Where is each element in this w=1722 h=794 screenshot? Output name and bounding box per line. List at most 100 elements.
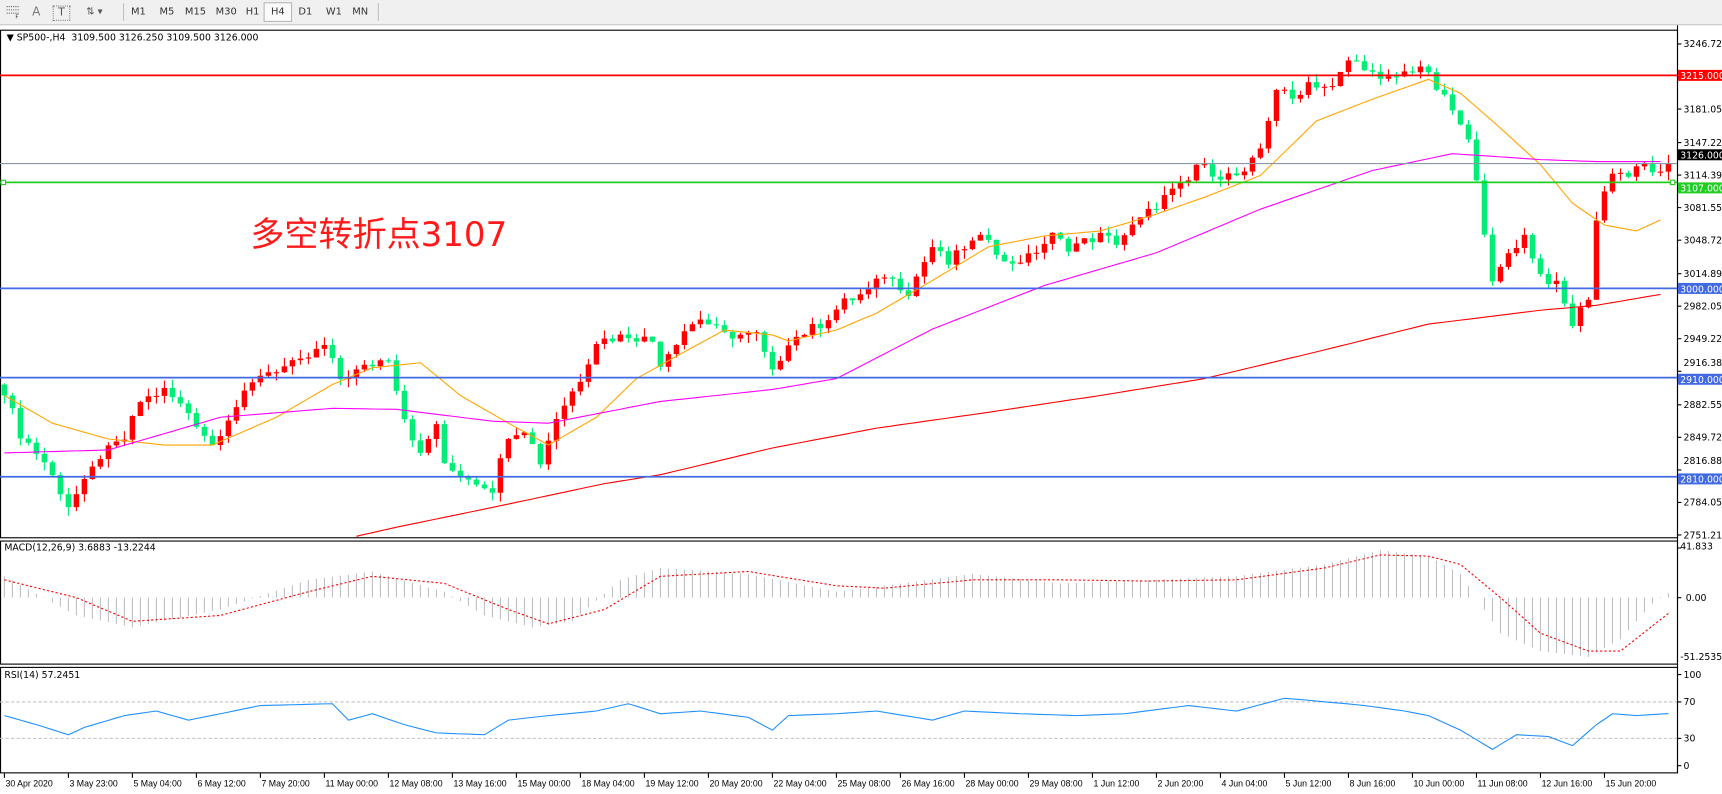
time-label: 29 May 08:00 [1030, 779, 1083, 789]
bull-candle [265, 372, 272, 376]
bull-candle [1593, 220, 1600, 300]
timeframe-h1-button[interactable]: H1 [245, 6, 260, 18]
bear-candle [1065, 238, 1072, 252]
price-tick-label: 3081.555 [1684, 203, 1722, 214]
bull-candle [585, 364, 592, 382]
bull-candle [1025, 253, 1032, 263]
time-label: 11 May 00:00 [326, 779, 379, 789]
bull-candle [1225, 173, 1232, 180]
bear-candle [625, 334, 632, 339]
bear-candle [1001, 254, 1008, 262]
time-label: 11 Jun 08:00 [1478, 779, 1528, 789]
rsi-tick-label: 0 [1684, 761, 1690, 772]
bear-candle [17, 408, 24, 439]
pivot-annotation: 多空转折点3107 [250, 215, 508, 255]
time-label: 19 May 12:00 [646, 779, 699, 789]
bull-candle [1305, 82, 1312, 95]
bull-candle [129, 415, 136, 440]
bull-candle [281, 366, 288, 373]
bear-candle [721, 325, 728, 332]
bear-candle [489, 488, 496, 493]
bear-candle [1433, 72, 1440, 90]
hline-price-label: 3215.000 [1680, 71, 1722, 82]
bear-candle [1217, 176, 1224, 180]
bull-candle [1497, 266, 1504, 282]
time-label: 18 May 04:00 [582, 779, 635, 789]
bear-candle [1481, 180, 1488, 235]
price-tick-label: 2982.055 [1684, 302, 1722, 313]
bear-candle [337, 357, 344, 380]
timeframe-d1-button[interactable]: D1 [298, 6, 313, 18]
bull-candle [233, 407, 240, 421]
bull-candle [1577, 307, 1584, 327]
timeframe-w1-button[interactable]: W1 [325, 6, 342, 18]
bull-candle [153, 395, 160, 397]
ohlc-values: 3109.500 3126.250 3109.500 3126.000 [71, 32, 259, 44]
chart-canvas[interactable]: 3246.725 3181.055 3147.225 3114.390 3081.555… [0, 25, 1722, 791]
toolbar-separator [122, 3, 125, 21]
bull-candle [841, 298, 848, 310]
bear-candle [329, 344, 336, 358]
bull-candle [569, 391, 576, 406]
bull-candle [1257, 148, 1264, 158]
bull-candle [1385, 76, 1392, 79]
ma-slow-line [356, 293, 1661, 537]
text-icon[interactable]: A [32, 4, 41, 19]
hline-label-bg [1678, 373, 1722, 385]
bull-candle [273, 372, 280, 374]
bear-candle [1009, 261, 1016, 264]
bear-candle [529, 432, 536, 445]
bull-candle [1665, 163, 1672, 172]
bull-candle [257, 375, 264, 383]
bear-candle [1289, 89, 1296, 99]
bull-candle [1121, 235, 1128, 245]
timeframe-m30-button[interactable]: M30 [215, 6, 237, 18]
hline-label-bg [1678, 69, 1722, 81]
bull-candle [825, 320, 832, 329]
timeframe-m5-button[interactable]: M5 [159, 6, 175, 18]
bear-candle [201, 426, 208, 436]
bull-candle [1241, 171, 1248, 176]
bear-candle [49, 462, 56, 476]
macd-tick-label: 41.833 [1680, 541, 1713, 552]
time-label: 10 Jun 00:00 [1414, 779, 1465, 789]
collapse-triangle-icon[interactable]: ▼ [6, 32, 14, 44]
bear-candle [713, 324, 720, 326]
timeframe-h4-button[interactable]: H4 [263, 2, 293, 22]
bull-candle [801, 334, 808, 337]
bear-candle [1105, 232, 1112, 236]
bull-candle [1041, 243, 1048, 253]
time-label: 5 May 04:00 [133, 779, 181, 789]
bull-candle [145, 396, 152, 403]
bull-candle [1097, 232, 1104, 243]
text-label-icon[interactable]: T [52, 5, 71, 21]
timeframe-m1-button[interactable]: M1 [130, 6, 146, 18]
bull-candle [737, 334, 744, 339]
bull-candle [809, 324, 816, 335]
bear-candle [1313, 82, 1320, 88]
bear-candle [209, 435, 216, 446]
price-tick-label: 2949.220 [1684, 334, 1722, 345]
bull-candle [577, 381, 584, 392]
time-label: 6 May 12:00 [198, 779, 246, 789]
bull-candle [1601, 191, 1608, 221]
ma-mid-line [4, 153, 1661, 454]
bear-candle [169, 387, 176, 398]
time-label: 26 May 16:00 [902, 779, 955, 789]
timeframe-m15-button[interactable]: M15 [184, 6, 207, 18]
hline-price-label: 3000.000 [1680, 284, 1722, 295]
timeframe-mn-button[interactable]: MN [352, 6, 369, 18]
bull-candle [785, 345, 792, 361]
bear-candle [1449, 94, 1456, 111]
hline-handle [0, 179, 7, 186]
rsi-tick-label: 70 [1684, 697, 1696, 708]
bull-candle [353, 369, 360, 378]
bear-candle [481, 484, 488, 489]
chart-area[interactable]: 3246.725 3181.055 3147.225 3114.390 3081.555… [0, 25, 1722, 791]
arrows-icon[interactable]: ⇅ ▾ [86, 6, 103, 18]
bear-candle [1089, 238, 1096, 243]
macd-panel-frame [0, 540, 1679, 665]
bear-candle [65, 494, 72, 508]
fibonacci-fan-icon[interactable]: F [4, 3, 22, 21]
